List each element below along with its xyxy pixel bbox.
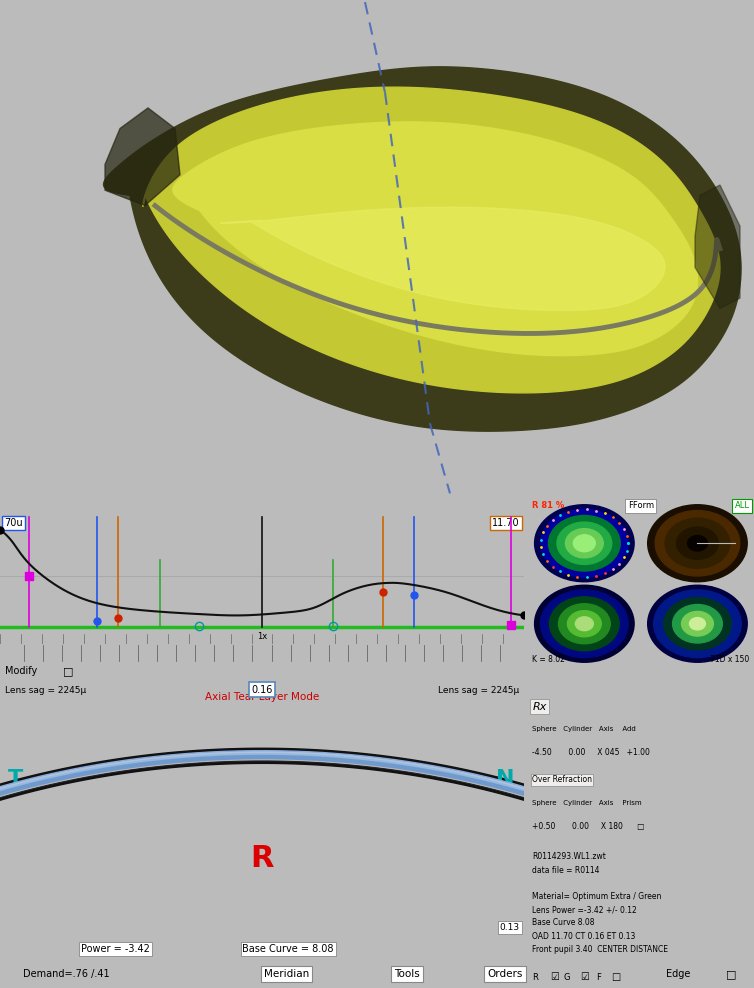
- Circle shape: [575, 617, 593, 630]
- Text: R: R: [250, 844, 274, 873]
- Text: Over Refraction: Over Refraction: [532, 776, 593, 784]
- Text: 11.70: 11.70: [492, 518, 520, 528]
- Polygon shape: [143, 87, 720, 393]
- Circle shape: [559, 604, 610, 644]
- Polygon shape: [0, 748, 754, 988]
- Circle shape: [689, 618, 706, 630]
- Text: R: R: [532, 973, 538, 982]
- Text: ☑: ☑: [580, 972, 589, 982]
- Circle shape: [541, 590, 628, 658]
- Text: Lens sag = 2245μ: Lens sag = 2245μ: [437, 686, 519, 695]
- Text: Edge: Edge: [667, 969, 691, 979]
- Text: Modify: Modify: [5, 666, 38, 676]
- Text: FForm: FForm: [628, 501, 654, 510]
- Text: Sphere   Cylinder   Axis    Prism: Sphere Cylinder Axis Prism: [532, 800, 642, 806]
- Polygon shape: [173, 122, 697, 356]
- Circle shape: [535, 585, 634, 662]
- Polygon shape: [0, 752, 754, 988]
- Text: Axial Tear Layer Mode: Axial Tear Layer Mode: [205, 692, 319, 701]
- Text: ALL: ALL: [734, 501, 749, 510]
- Circle shape: [573, 535, 596, 551]
- Text: □: □: [63, 666, 73, 676]
- Circle shape: [541, 510, 628, 577]
- Text: Base Curve = 8.08: Base Curve = 8.08: [243, 944, 334, 954]
- Circle shape: [568, 611, 601, 637]
- Text: Demand=.76 /.41: Demand=.76 /.41: [23, 969, 109, 979]
- Text: 1x: 1x: [257, 632, 267, 641]
- Text: Lens sag = 2245μ: Lens sag = 2245μ: [5, 686, 87, 695]
- Circle shape: [548, 516, 621, 571]
- Text: N: N: [496, 770, 514, 789]
- Text: -4.50       0.00     X 045   +1.00: -4.50 0.00 X 045 +1.00: [532, 748, 650, 757]
- Text: R0114293.WL1.zwt
data file = R0114

Material= Optimum Extra / Green
Lens Power =: R0114293.WL1.zwt data file = R0114 Mater…: [532, 853, 668, 953]
- Text: T: T: [8, 770, 23, 789]
- Text: 70u: 70u: [5, 518, 23, 528]
- Polygon shape: [0, 754, 754, 988]
- Text: □: □: [611, 972, 621, 982]
- Circle shape: [648, 585, 747, 662]
- Text: 0.13: 0.13: [500, 923, 520, 932]
- Text: Meridian: Meridian: [264, 969, 309, 979]
- Polygon shape: [0, 752, 754, 985]
- Circle shape: [648, 505, 747, 582]
- Text: Sphere   Cylinder   Axis    Add: Sphere Cylinder Axis Add: [532, 726, 636, 732]
- Circle shape: [676, 527, 719, 559]
- Text: 0.16: 0.16: [251, 685, 273, 695]
- Text: R 81 %: R 81 %: [532, 501, 565, 510]
- Circle shape: [664, 598, 731, 650]
- Text: ☑: ☑: [550, 972, 559, 982]
- Text: Rx: Rx: [532, 701, 547, 711]
- Text: K = 8.02: K = 8.02: [532, 655, 566, 664]
- Text: +0.50       0.00     X 180      □: +0.50 0.00 X 180 □: [532, 822, 645, 831]
- Circle shape: [566, 529, 603, 558]
- Circle shape: [550, 597, 619, 651]
- Text: Orders: Orders: [488, 969, 523, 979]
- Circle shape: [654, 590, 741, 658]
- Text: 71D x 150: 71D x 150: [710, 655, 749, 664]
- Circle shape: [535, 505, 634, 582]
- Circle shape: [557, 522, 611, 564]
- Polygon shape: [220, 207, 665, 310]
- Polygon shape: [695, 185, 740, 308]
- Text: Tools: Tools: [394, 969, 420, 979]
- Text: Power = -3.42: Power = -3.42: [81, 944, 150, 954]
- Text: □: □: [726, 969, 737, 979]
- Circle shape: [688, 535, 707, 551]
- Circle shape: [682, 612, 713, 636]
- Circle shape: [665, 519, 730, 568]
- Circle shape: [655, 511, 740, 576]
- Text: F: F: [596, 973, 600, 982]
- Circle shape: [673, 605, 722, 643]
- Polygon shape: [103, 67, 741, 431]
- Text: G: G: [564, 973, 571, 982]
- Polygon shape: [105, 108, 180, 206]
